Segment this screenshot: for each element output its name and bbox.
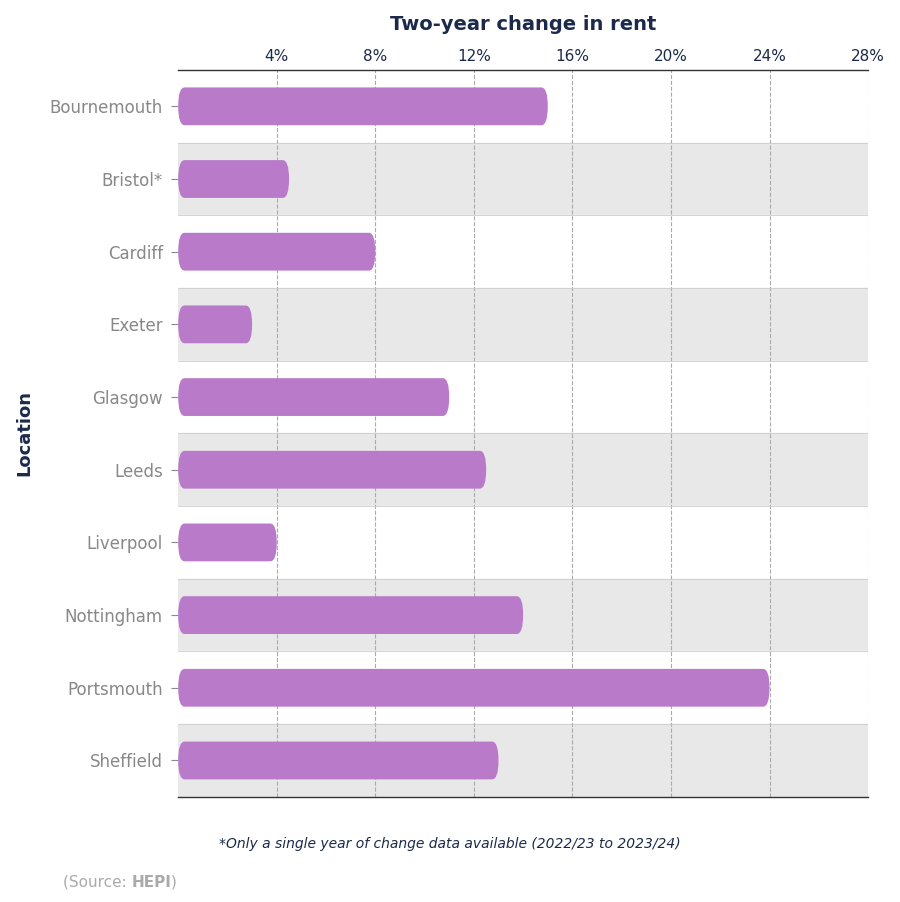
FancyBboxPatch shape	[178, 523, 276, 561]
FancyBboxPatch shape	[178, 87, 548, 125]
Bar	[178, 433, 868, 506]
FancyBboxPatch shape	[178, 161, 289, 198]
Text: ): )	[171, 875, 177, 890]
FancyBboxPatch shape	[178, 669, 770, 706]
Bar	[178, 651, 868, 724]
Text: HEPI: HEPI	[131, 875, 171, 890]
Bar	[178, 143, 868, 216]
Bar	[178, 361, 868, 433]
Bar	[178, 216, 868, 288]
FancyBboxPatch shape	[178, 378, 449, 416]
Text: *Only a single year of change data available (2022/23 to 2023/24): *Only a single year of change data avail…	[220, 837, 680, 851]
Y-axis label: Location: Location	[15, 391, 33, 476]
Bar	[178, 579, 868, 651]
FancyBboxPatch shape	[178, 741, 499, 779]
Bar	[178, 506, 868, 579]
Text: (Source:: (Source:	[63, 875, 131, 890]
Bar	[178, 70, 868, 143]
FancyBboxPatch shape	[178, 306, 252, 344]
Title: Two-year change in rent: Two-year change in rent	[390, 15, 656, 34]
Bar	[178, 288, 868, 361]
FancyBboxPatch shape	[178, 233, 375, 271]
FancyBboxPatch shape	[178, 596, 523, 634]
Bar	[178, 724, 868, 796]
FancyBboxPatch shape	[178, 451, 486, 489]
